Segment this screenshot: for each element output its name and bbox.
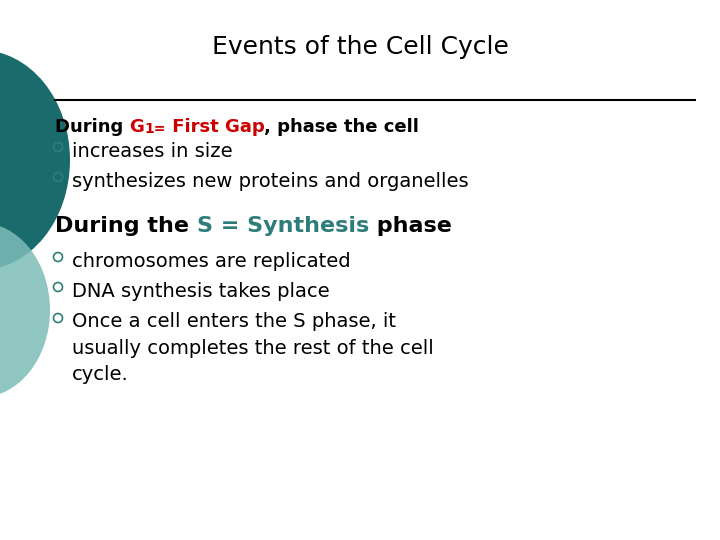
Ellipse shape <box>0 222 50 397</box>
Text: phase: phase <box>369 216 452 236</box>
Text: synthesizes new proteins and organelles: synthesizes new proteins and organelles <box>72 172 469 191</box>
Text: S = Synthesis: S = Synthesis <box>197 216 369 236</box>
Text: During: During <box>55 118 130 136</box>
Text: G: G <box>130 118 145 136</box>
Text: 1=: 1= <box>145 122 166 136</box>
Text: chromosomes are replicated: chromosomes are replicated <box>72 252 351 271</box>
Text: Once a cell enters the S phase, it
usually completes the rest of the cell
cycle.: Once a cell enters the S phase, it usual… <box>72 312 433 384</box>
Text: Events of the Cell Cycle: Events of the Cell Cycle <box>212 35 508 59</box>
Text: , phase the cell: , phase the cell <box>264 118 419 136</box>
Text: increases in size: increases in size <box>72 142 233 161</box>
Ellipse shape <box>0 50 70 270</box>
Text: First Gap: First Gap <box>166 118 264 136</box>
Text: DNA synthesis takes place: DNA synthesis takes place <box>72 282 330 301</box>
Text: During the: During the <box>55 216 197 236</box>
